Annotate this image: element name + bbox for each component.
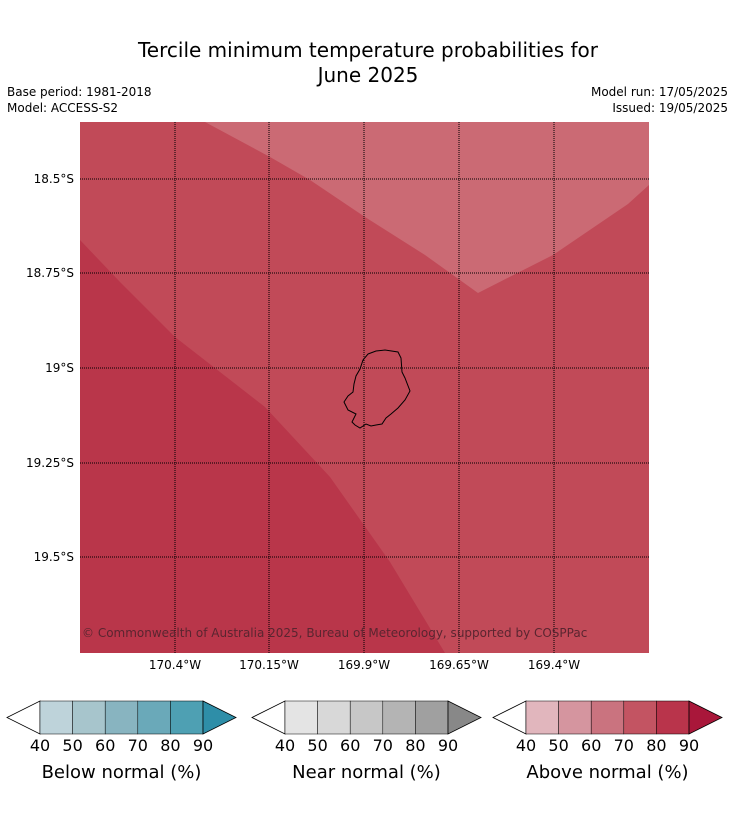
colorbar-2 (251, 700, 482, 735)
colorbar-segment (284, 700, 318, 735)
colorbar-segment (525, 700, 559, 735)
colorbar-segment (104, 700, 139, 735)
colorbar-tick-label: 80 (646, 736, 667, 755)
colorbar-tick-label: 60 (581, 736, 602, 755)
colorbar-segment (317, 700, 351, 735)
issued-date: Issued: 19/05/2025 (612, 101, 728, 115)
colorbar-title: Below normal (%) (41, 762, 202, 783)
colorbar-over-triangle (447, 700, 482, 735)
colorbar-title: Near normal (%) (292, 762, 441, 783)
colorbar-segment (415, 700, 449, 735)
colorbar-tick-label: 50 (548, 736, 569, 755)
colorbar-tick-label: 60 (340, 736, 361, 755)
meta-left: Base period: 1981-2018 Model: ACCESS-S2 (7, 84, 152, 116)
map-svg (80, 122, 649, 653)
colorbar-under-triangle (251, 700, 286, 735)
colorbar-tick-label: 70 (127, 736, 148, 755)
colorbar-under-triangle (6, 700, 41, 735)
lat-label: 19°S (45, 361, 74, 375)
lat-label: 18.75°S (26, 266, 74, 280)
graticule (80, 122, 649, 653)
colorbar-segment (558, 700, 592, 735)
lon-label: 170.4°W (148, 658, 202, 672)
title-line-1: Tercile minimum temperature probabilitie… (137, 38, 599, 62)
base-period: Base period: 1981-2018 (7, 85, 152, 99)
colorbar-tick-label: 40 (274, 736, 296, 755)
copyright-notice: © Commonwealth of Australia 2025, Bureau… (82, 626, 588, 640)
colorbar-over-triangle (688, 700, 723, 735)
colorbar-tick-label: 70 (372, 736, 393, 755)
colorbar-tick-label: 70 (613, 736, 634, 755)
colorbar-segment (382, 700, 416, 735)
lat-label: 18.5°S (33, 172, 74, 186)
meta-right: Model run: 17/05/2025 Issued: 19/05/2025 (591, 84, 728, 116)
colorbar-tick-label: 90 (678, 736, 700, 755)
title-line-2: June 2025 (317, 63, 419, 87)
lon-label: 170.15°W (239, 658, 299, 672)
colorbar-segment (349, 700, 384, 735)
lon-label: 169.65°W (429, 658, 489, 672)
colorbar-tick-label: 40 (515, 736, 537, 755)
colorbar-title: Above normal (%) (526, 762, 689, 783)
colorbar-tick-label: 50 (62, 736, 83, 755)
colorbar-segment (39, 700, 73, 735)
lat-label: 19.5°S (33, 550, 74, 564)
colorbar-1 (6, 700, 237, 735)
model-name: Model: ACCESS-S2 (7, 101, 119, 115)
colorbar-tick-label: 90 (192, 736, 214, 755)
colorbar-tick-label: 80 (405, 736, 426, 755)
colorbar-segment (590, 700, 625, 735)
colorbar-3 (492, 700, 723, 735)
model-run: Model run: 17/05/2025 (590, 85, 728, 99)
colorbar-tick-label: 60 (95, 736, 116, 755)
colorbar-over-triangle (202, 700, 237, 735)
colorbar-segment (170, 700, 204, 735)
lon-label: 169.4°W (527, 658, 581, 672)
map-title: Tercile minimum temperature probabilitie… (0, 38, 736, 88)
lat-label: 19.25°S (26, 456, 74, 470)
colorbar-tick-label: 80 (160, 736, 181, 755)
colorbar-segment (137, 700, 171, 735)
region-above-80-90 (80, 240, 445, 653)
colorbar-segment (72, 700, 106, 735)
lon-label: 169.9°W (337, 658, 391, 672)
colorbar-tick-label: 90 (437, 736, 459, 755)
colorbar-under-triangle (492, 700, 527, 735)
map-panel[interactable] (80, 122, 649, 653)
colorbar-segment (656, 700, 690, 735)
colorbar-tick-label: 50 (307, 736, 328, 755)
colorbar-tick-label: 40 (29, 736, 51, 755)
colorbar-segment (623, 700, 657, 735)
region-above-60-70 (205, 122, 649, 293)
island-coastline (343, 349, 411, 429)
